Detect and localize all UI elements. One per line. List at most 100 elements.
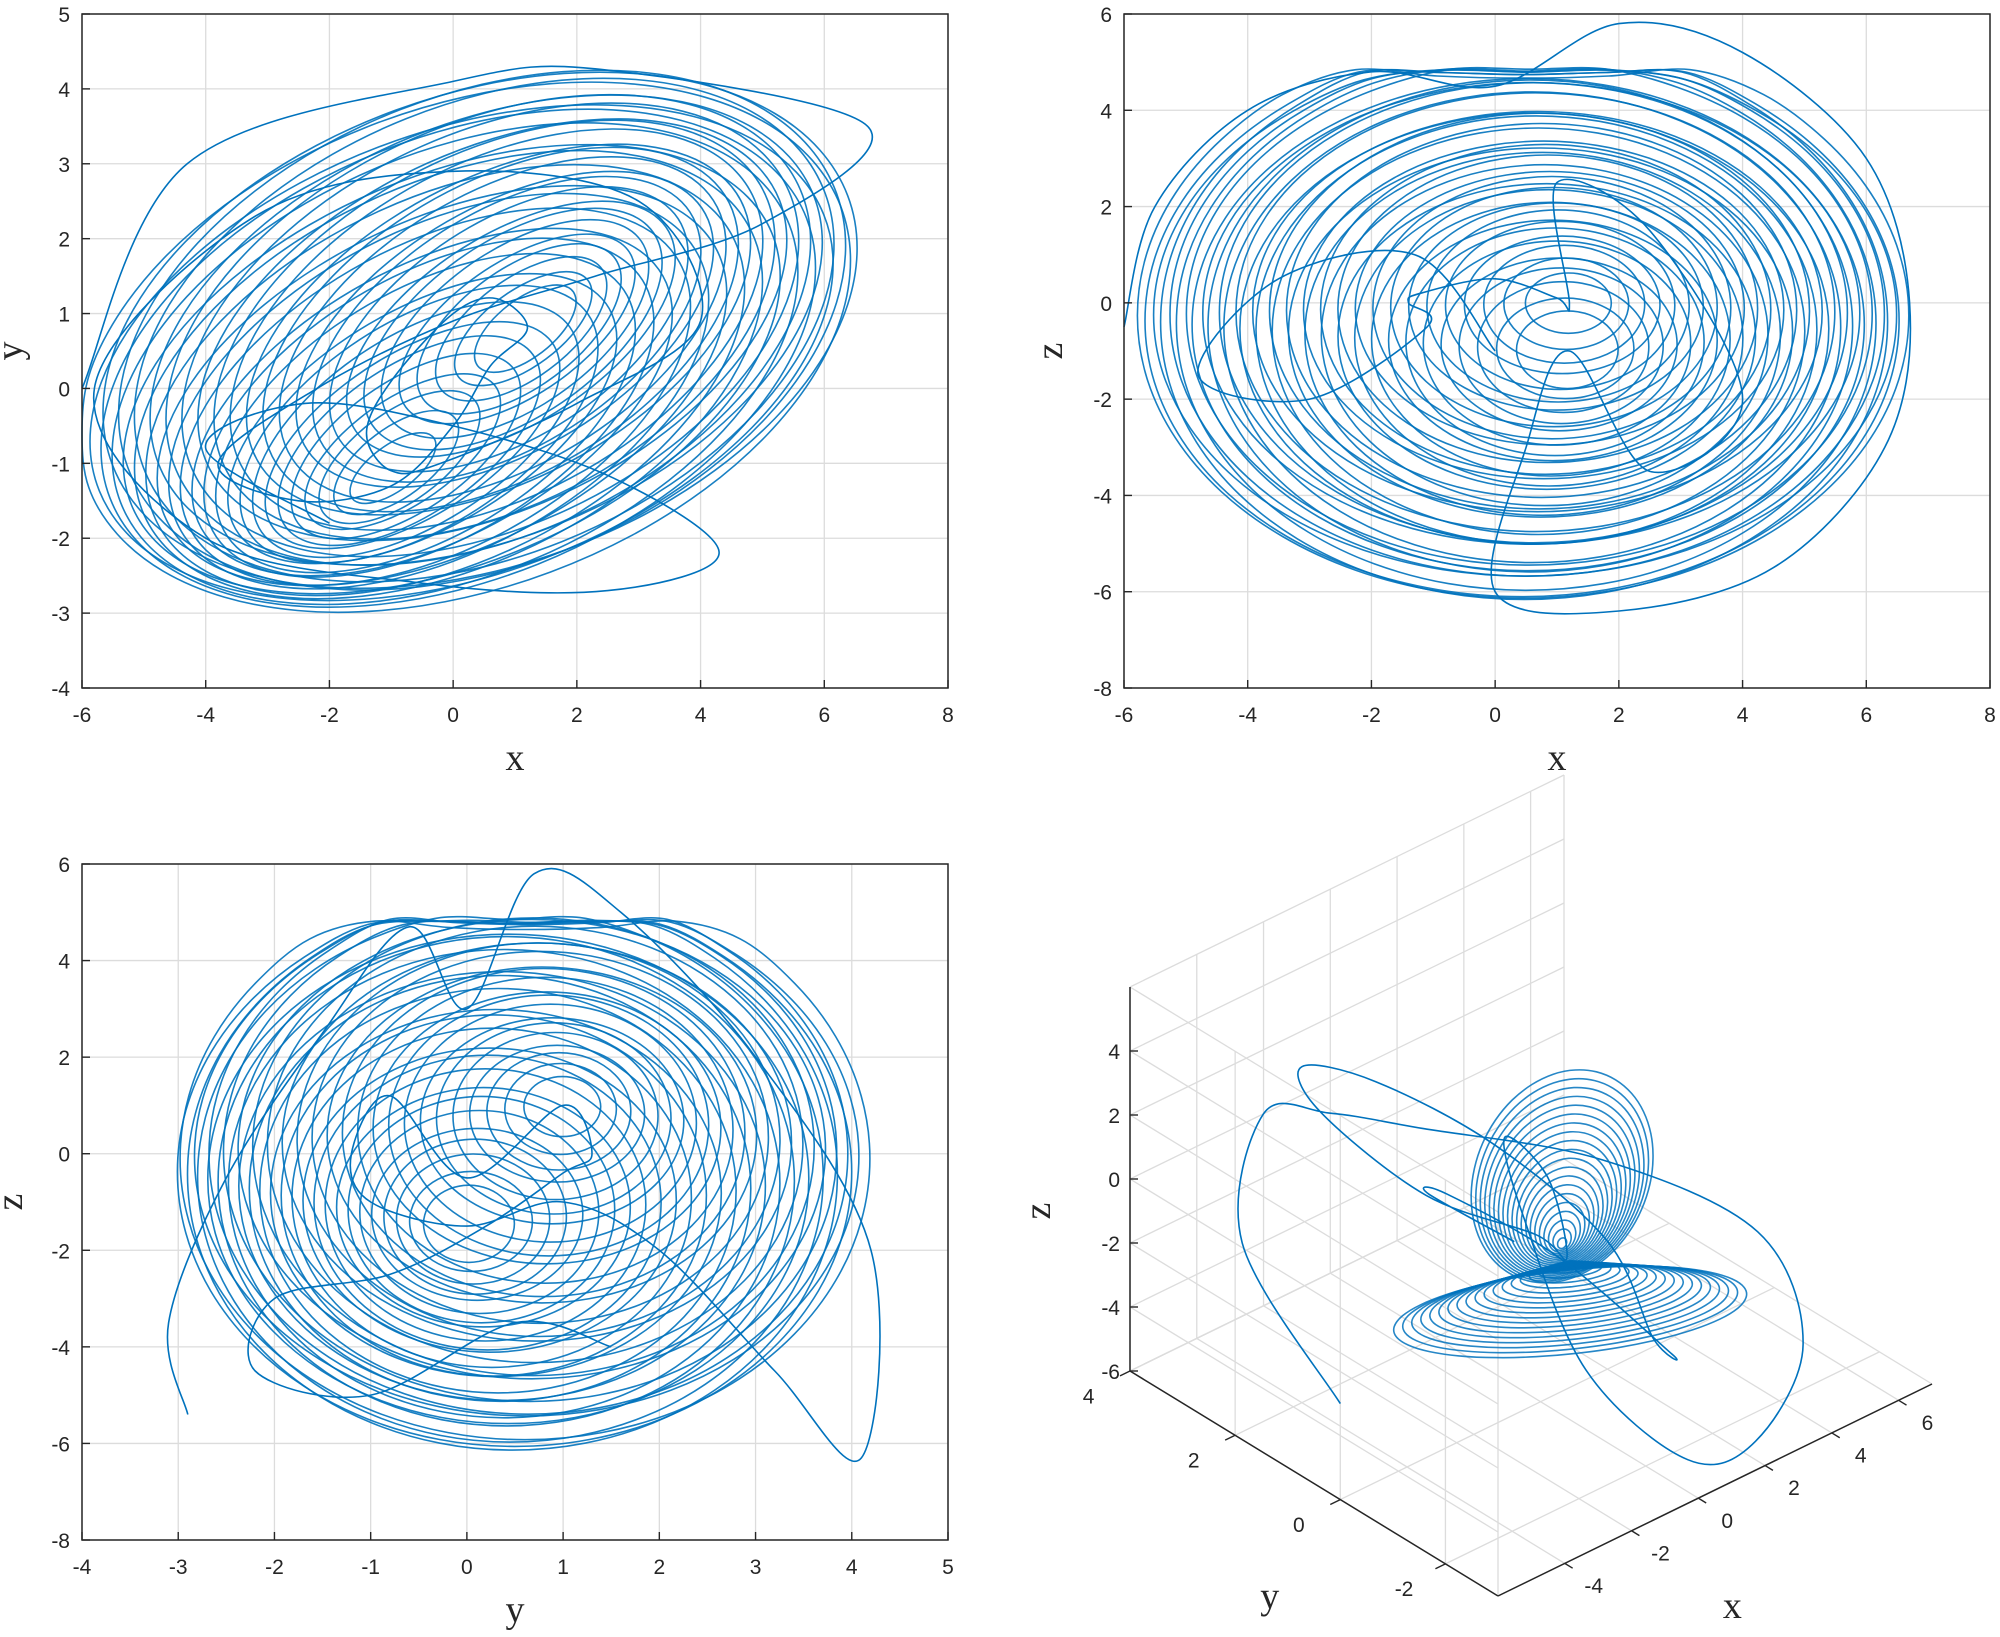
trace-loop-3d [1488,1104,1636,1277]
axes-box [1123,13,1991,689]
trace-loop [372,991,722,1265]
grid-line-backwall-z [1129,838,1565,1052]
trace-loop [347,1095,616,1324]
y-tick-label: 6 [1100,4,1112,27]
trace-loop [1144,68,1900,598]
trace-loop [197,118,788,542]
x-tick-label: 3 [750,1556,762,1579]
trace-loop-3d [1470,1069,1654,1284]
attractor-trace [166,867,881,1462]
trace-loop [1387,219,1718,462]
trace-loop [504,1062,618,1156]
y-axis-label: y [0,342,31,361]
trace-loop [408,1170,534,1273]
trace-loop-3d [1547,1219,1577,1253]
trace-loop [259,987,737,1394]
trace-loop [349,431,437,505]
trace-loop [363,207,663,451]
trace-loop-3d [1511,1148,1613,1268]
x-tick-label: -1 [361,1556,380,1579]
grid-line-backwall-z [1129,902,1565,1116]
x-tick-mark [1631,1530,1640,1537]
x-tick-label: 8 [1984,704,1996,727]
x-tick-label: 6 [1860,704,1872,727]
grid-line-wall-z [1129,1306,1499,1533]
grid-line-wall-z [1129,1114,1499,1341]
grid-line-wall-z [1129,1050,1499,1277]
x-tick-mark [1697,1497,1707,1504]
trace-loop [335,1086,632,1328]
trace-loop [523,1075,602,1138]
grid-line-floor-x [1463,1207,1833,1434]
trace-loop [1251,110,1823,513]
y-tick-label: -3 [51,603,70,626]
trace-loop [237,918,827,1380]
y-tick-label: 2 [1188,1450,1200,1473]
grid-line-backwall-z [1129,966,1565,1180]
trace-loop [295,170,715,489]
trace-loop [290,352,522,540]
trace-loop [370,1127,584,1302]
y-tick-label: 2 [58,1047,70,1070]
x-tick-label: 4 [846,1556,858,1579]
y-axis-label: z [0,1194,31,1211]
panel-yz: -4 -3 -2 -1 0 1 2 3 4 5 -8 -6 -4 -2 0 2 4 6 y z [0,854,954,1631]
y-tick-label: 0 [58,1144,70,1167]
x-tick-label: 2 [1613,704,1625,727]
trace-loop [196,915,824,1443]
x-tick-label: 2 [571,704,583,727]
trace-loop-3d [1534,1192,1591,1259]
trace-loop [213,119,776,541]
grid-line-backwall-z [1129,1158,1565,1372]
x-tick-mark [1898,1399,1907,1406]
x-tick-label: -6 [1115,704,1134,727]
trace-loop [1223,91,1842,564]
y-tick-mark [1119,1370,1131,1377]
trace-loop-3d [1506,1139,1618,1270]
trace-loop [1389,186,1718,428]
trace-loop [149,94,824,566]
trace-loop [473,284,577,374]
z-tick-label: 0 [1108,1169,1120,1192]
trace-loop [1444,220,1676,391]
y-tick-label: -4 [51,1337,70,1360]
trace-loop [1285,122,1798,499]
y-tick-label: -2 [51,1240,70,1263]
y-tick-label: 4 [58,79,70,102]
trace-loop [176,919,853,1448]
grid-line-backwall-z [1129,774,1565,988]
trace-loop [1353,188,1744,487]
trace-loop [403,1003,698,1243]
y-tick-mark [1435,1563,1446,1570]
trace-loop [167,192,710,590]
trace-loop [326,966,758,1304]
x-tick-label: 2 [1788,1477,1800,1500]
x-tick-label: 0 [1721,1510,1733,1533]
trace-loop [324,1068,647,1342]
trace-loop [179,207,692,587]
trace-loop [1337,182,1757,491]
x-tick-label: 5 [942,1556,954,1579]
x-tick-mark [1564,1562,1574,1569]
x-tick-label: 0 [1489,704,1501,727]
y-tick-label: -2 [51,528,70,551]
trace-loop [1302,140,1785,480]
trace-loop [1515,310,1619,390]
z-tick-label: -4 [1101,1297,1120,1320]
x-tick-label: -2 [1651,1542,1670,1565]
x-tick-label: -4 [1238,704,1257,727]
trace-loop [416,242,622,415]
trace-loop [1218,81,1849,544]
trace-curve-3d [1237,1064,1804,1466]
grid-line-floor-x [1263,1305,1632,1532]
z-tick-label: -2 [1101,1233,1120,1256]
x-tick-label: -6 [73,704,92,727]
trace-loop-3d [1515,1157,1609,1266]
y-tick-label: -2 [1395,1578,1414,1601]
y-tick-label: -1 [51,453,70,476]
z-tick-label: 2 [1108,1105,1120,1128]
x-tick-label: -2 [320,704,339,727]
x-tick-label: 6 [818,704,830,727]
y-tick-label: 0 [1293,1514,1305,1537]
trace-loop [227,272,618,565]
